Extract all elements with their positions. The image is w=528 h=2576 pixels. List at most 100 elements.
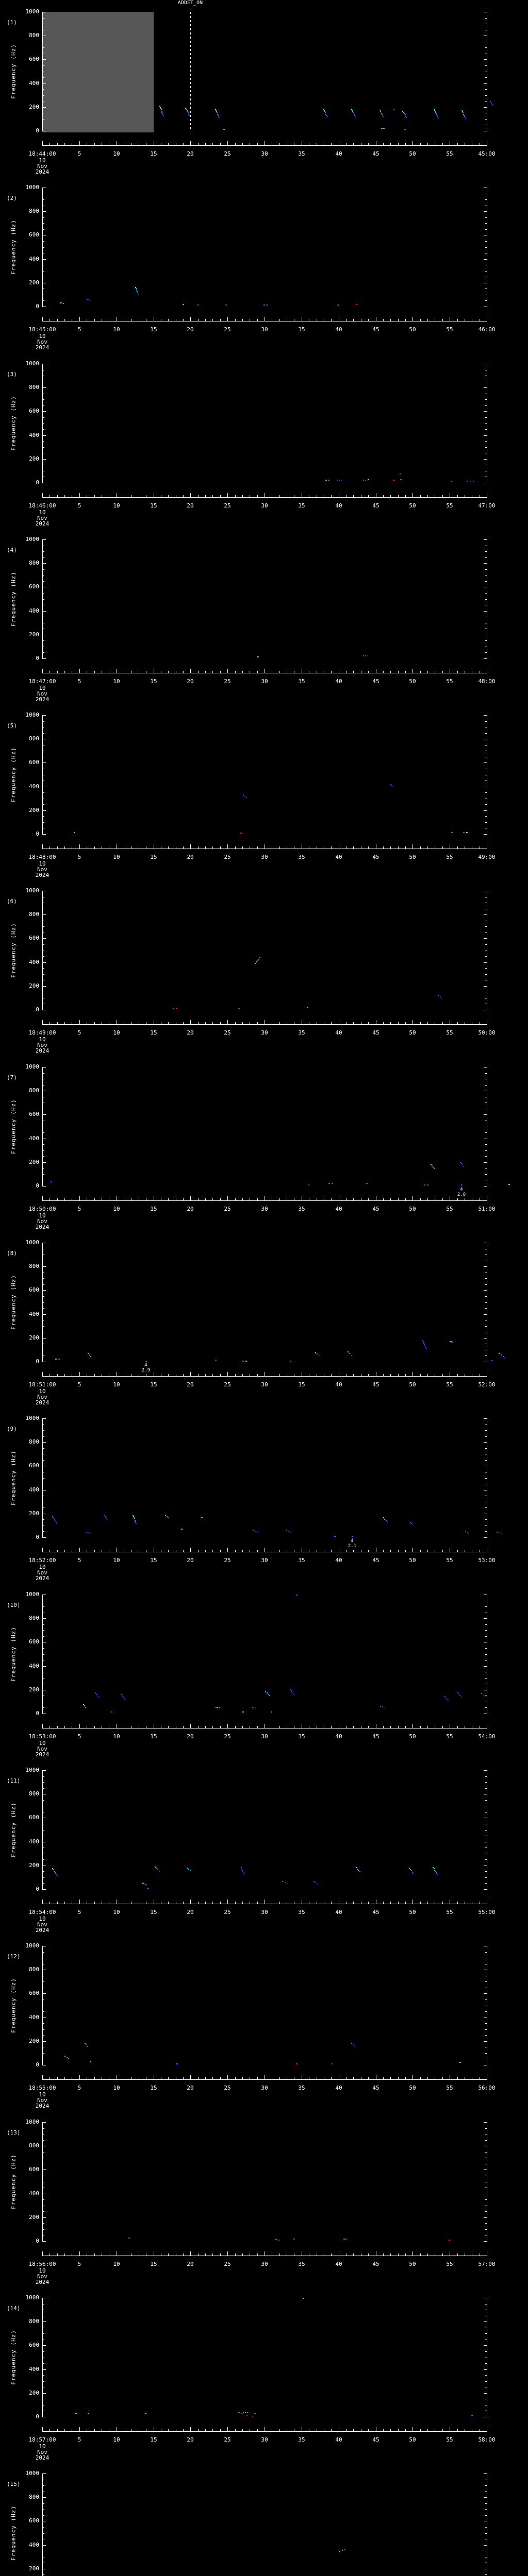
y-tick-right: [485, 792, 487, 793]
x-start-time-label: 18:55:00: [28, 2084, 56, 2091]
x-tick: [64, 1902, 65, 1904]
detection-chirp-segment: [356, 1867, 357, 1868]
y-tick: [43, 956, 44, 957]
detection-chirp-segment: [409, 1868, 410, 1869]
x-tick: [57, 2429, 58, 2431]
y-tick-label: 800: [29, 208, 39, 214]
y-tick-right: [485, 2515, 487, 2516]
x-tick: [205, 319, 206, 321]
x-tick-label: 50: [409, 2261, 416, 2267]
x-tick: [183, 2077, 184, 2079]
y-tick-right: [485, 89, 487, 90]
x-tick: [190, 1372, 191, 1376]
x-start-time-label: 18:48:00: [28, 854, 56, 860]
detection-chirp-segment: [187, 111, 188, 112]
detection-chirp-segment: [288, 1531, 289, 1532]
detection-chirp-segment: [85, 2043, 86, 2044]
detection-chirp-segment: [286, 1530, 287, 1531]
x-tick: [94, 1726, 95, 1728]
x-tick: [42, 493, 43, 497]
x-tick-label: 15: [150, 1909, 157, 1916]
detection-chirp-segment: [325, 112, 326, 113]
detection-chirp-segment: [242, 1870, 243, 1871]
y-tick-right: [485, 1871, 487, 1872]
x-tick: [227, 2427, 228, 2431]
detection-chirp-segment: [255, 1707, 256, 1708]
y-tick-right: [484, 2321, 487, 2322]
detection-chirp-segment: [135, 1521, 136, 1522]
y-tick: [43, 399, 44, 400]
y-tick-right: [485, 1156, 487, 1157]
y-tick-label: 800: [29, 2494, 39, 2500]
detection-chirp-segment: [317, 1884, 318, 1885]
x-tick: [212, 1550, 213, 1552]
spectrogram-panel: 0 200 400 600 800 1000 18:53:00 5 10 15 20 25 30 35 40…: [0, 1583, 528, 1758]
x-tick-label: 20: [187, 326, 194, 333]
x-end-time-label: 55:00: [478, 1909, 496, 1916]
y-tick-label: 200: [29, 104, 39, 110]
x-tick: [205, 1902, 206, 1904]
detection-chirp-segment: [431, 1164, 432, 1165]
x-tick-label: 40: [335, 2436, 342, 2443]
detection-chirp-segment: [161, 111, 162, 112]
detection-chirp-segment: [252, 1707, 253, 1708]
y-tick: [43, 652, 44, 653]
x-tick: [227, 1372, 228, 1376]
x-tick: [257, 846, 258, 849]
detection-chirp-segment: [55, 1872, 56, 1873]
x-tick: [279, 846, 280, 849]
detection-chirp-segment: [68, 2058, 69, 2059]
y-tick: [43, 1636, 44, 1637]
x-tick: [79, 317, 80, 321]
x-tick: [420, 1726, 421, 1728]
x-tick-label: 5: [77, 1206, 81, 1212]
detection-chirp-segment: [137, 292, 138, 293]
x-tick-label: 5: [77, 2084, 81, 2091]
detection-chirp-segment: [54, 1871, 55, 1872]
detection-chirp-segment: [265, 1691, 266, 1692]
detection-chirp-segment: [405, 116, 406, 117]
detection-chirp-segment: [293, 1694, 294, 1695]
x-end-time-label: 54:00: [478, 1733, 496, 1740]
y-tick-right: [485, 1478, 487, 1479]
x-tick: [57, 1550, 58, 1552]
detection-dot: [332, 1183, 333, 1184]
y-tick-right: [485, 1999, 487, 2000]
x-tick: [368, 495, 369, 497]
y-tick-label: 800: [29, 1615, 39, 1621]
x-tick-label: 40: [335, 502, 342, 509]
y-tick: [43, 2140, 44, 2141]
detection-chirp-segment: [55, 1520, 56, 1521]
x-tick-label: 10: [113, 1206, 120, 1212]
y-tick-label: 1000: [25, 1942, 40, 1949]
detection-chirp-segment: [425, 1347, 426, 1348]
spectrogram-panel: 0 200 400 600 800 1000 18:51:00 5 10 15 20 25 30 35 40…: [0, 1231, 528, 1406]
y-tick: [43, 2321, 46, 2322]
x-tick: [390, 495, 391, 497]
x-tick-label: 45: [372, 1029, 380, 1036]
x-tick: [390, 1550, 391, 1552]
spectrogram-panel: 0 200 400 600 800 1000 18:45:00 5 10 15 20 25 30 35 40…: [0, 176, 528, 351]
y-tick-right: [485, 956, 487, 957]
y-tick: [43, 1648, 44, 1649]
detection-chirp-segment: [381, 113, 382, 114]
detection-chirp-segment: [242, 1871, 243, 1872]
y-tick: [43, 18, 44, 19]
x-tick: [427, 1550, 428, 1552]
detection-chirp-segment: [105, 1517, 106, 1518]
y-tick-right: [485, 95, 487, 96]
x-tick: [442, 2253, 443, 2256]
data-gap-region: [42, 12, 154, 132]
y-tick-right: [485, 593, 487, 594]
y-tick: [43, 1442, 46, 1443]
x-axis-date-line: 2024: [35, 1927, 50, 1934]
x-tick: [390, 2253, 391, 2256]
detection-chirp-segment: [133, 1516, 134, 1517]
x-tick: [442, 1550, 443, 1552]
y-tick: [43, 1531, 44, 1532]
detection-chirp-segment: [216, 111, 217, 112]
y-tick: [43, 2574, 44, 2575]
detection-dot: [303, 2298, 304, 2299]
y-tick: [43, 1430, 44, 1431]
detection-chirp-segment: [161, 109, 162, 110]
